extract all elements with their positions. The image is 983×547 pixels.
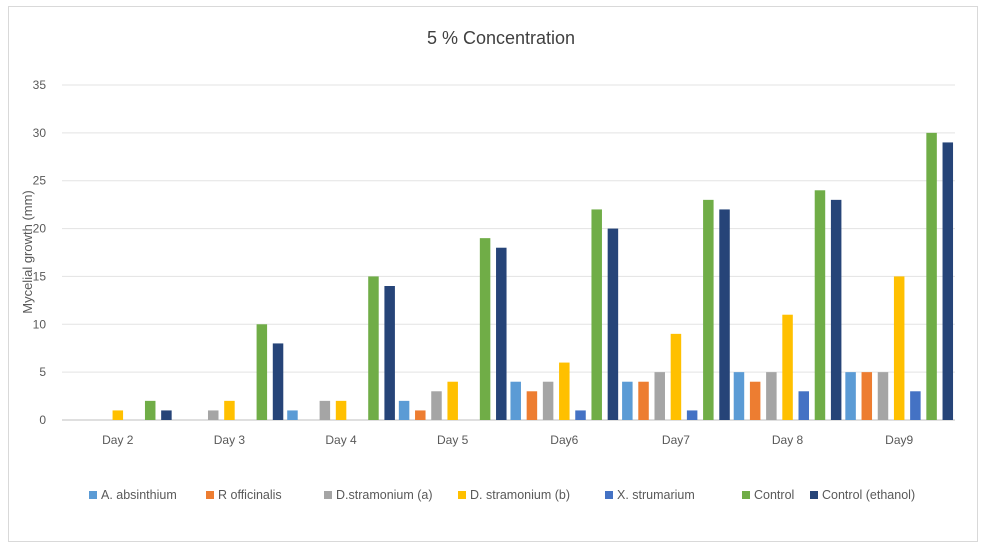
bar	[224, 400, 235, 420]
bar	[384, 286, 395, 420]
legend-label: A. absinthium	[101, 488, 177, 502]
bar	[256, 324, 268, 420]
bar	[686, 410, 698, 420]
bar	[575, 410, 586, 420]
bar	[703, 199, 714, 420]
legend-swatch	[742, 491, 750, 499]
bar	[733, 372, 745, 420]
bar	[926, 132, 937, 420]
bar	[607, 228, 619, 420]
legend-label: X. strumarium	[617, 488, 695, 502]
bars	[112, 132, 954, 420]
bar	[161, 410, 172, 420]
y-tick-label: 15	[33, 269, 47, 283]
legend-swatch	[458, 491, 466, 499]
legend-label: R officinalis	[218, 488, 282, 502]
legend-swatch	[605, 491, 613, 499]
bar	[654, 372, 665, 420]
legend-label: D.stramonium (a)	[336, 488, 433, 502]
bar	[368, 276, 379, 420]
y-tick-label: 35	[33, 78, 47, 92]
legend-swatch	[810, 491, 818, 499]
bar	[670, 333, 682, 420]
bar	[910, 391, 921, 420]
bar	[749, 381, 761, 420]
bar	[479, 238, 491, 420]
x-tick-label: Day 8	[772, 433, 804, 447]
bar	[782, 314, 793, 420]
legend-label: Control	[754, 488, 794, 502]
x-tick-label: Day 5	[437, 433, 469, 447]
legend-swatch	[206, 491, 214, 499]
bar	[622, 381, 633, 420]
bar	[845, 372, 856, 420]
legend-swatch	[89, 491, 97, 499]
bar	[814, 190, 826, 420]
legend: A. absinthium R officinalis D.stramonium (…	[89, 488, 915, 502]
bar	[861, 372, 873, 420]
y-tick-label: 30	[33, 126, 47, 140]
x-tick-label: Day 4	[325, 433, 357, 447]
x-tick-label: Day6	[550, 433, 578, 447]
bar	[542, 381, 554, 420]
y-axis-label: Mycelial growth (mm)	[20, 190, 35, 314]
y-tick-label: 0	[39, 413, 46, 427]
bar	[591, 209, 602, 420]
bar	[942, 142, 954, 420]
bar	[766, 372, 777, 420]
y-tick-label: 25	[33, 174, 47, 188]
bar	[559, 362, 570, 420]
chart-title: 5 % Concentration	[427, 28, 575, 48]
legend-label: D. stramonium (b)	[470, 488, 570, 502]
bar	[496, 247, 507, 420]
bar	[144, 400, 156, 420]
bar	[830, 199, 842, 420]
bar	[287, 410, 298, 420]
bar	[877, 372, 889, 420]
x-axis-ticks: Day 2 Day 3 Day 4 Day 5 Day6 Day7 Day 8 Day9	[102, 433, 913, 447]
bar	[719, 209, 730, 420]
bar	[112, 410, 124, 420]
bar	[798, 391, 810, 420]
bar	[526, 391, 538, 420]
legend-swatch	[324, 491, 332, 499]
bar	[638, 381, 649, 420]
y-tick-label: 5	[39, 365, 46, 379]
x-tick-label: Day 3	[214, 433, 246, 447]
x-tick-label: Day 2	[102, 433, 134, 447]
bar	[207, 410, 219, 420]
bar	[319, 400, 331, 420]
y-axis-ticks: 0 5 10 15 20 25 30 35	[33, 78, 47, 427]
x-tick-label: Day7	[662, 433, 690, 447]
legend-label: Control (ethanol)	[822, 488, 915, 502]
bar	[272, 343, 284, 420]
y-tick-label: 10	[33, 317, 47, 331]
y-tick-label: 20	[33, 222, 47, 236]
bar	[431, 391, 442, 420]
bar	[415, 410, 426, 420]
bar	[510, 381, 521, 420]
bar	[335, 400, 347, 420]
bar	[398, 400, 410, 420]
bar	[447, 381, 458, 420]
bar	[893, 276, 905, 420]
x-tick-label: Day9	[885, 433, 913, 447]
